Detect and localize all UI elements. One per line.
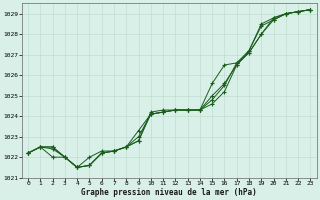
X-axis label: Graphe pression niveau de la mer (hPa): Graphe pression niveau de la mer (hPa) <box>81 188 257 197</box>
